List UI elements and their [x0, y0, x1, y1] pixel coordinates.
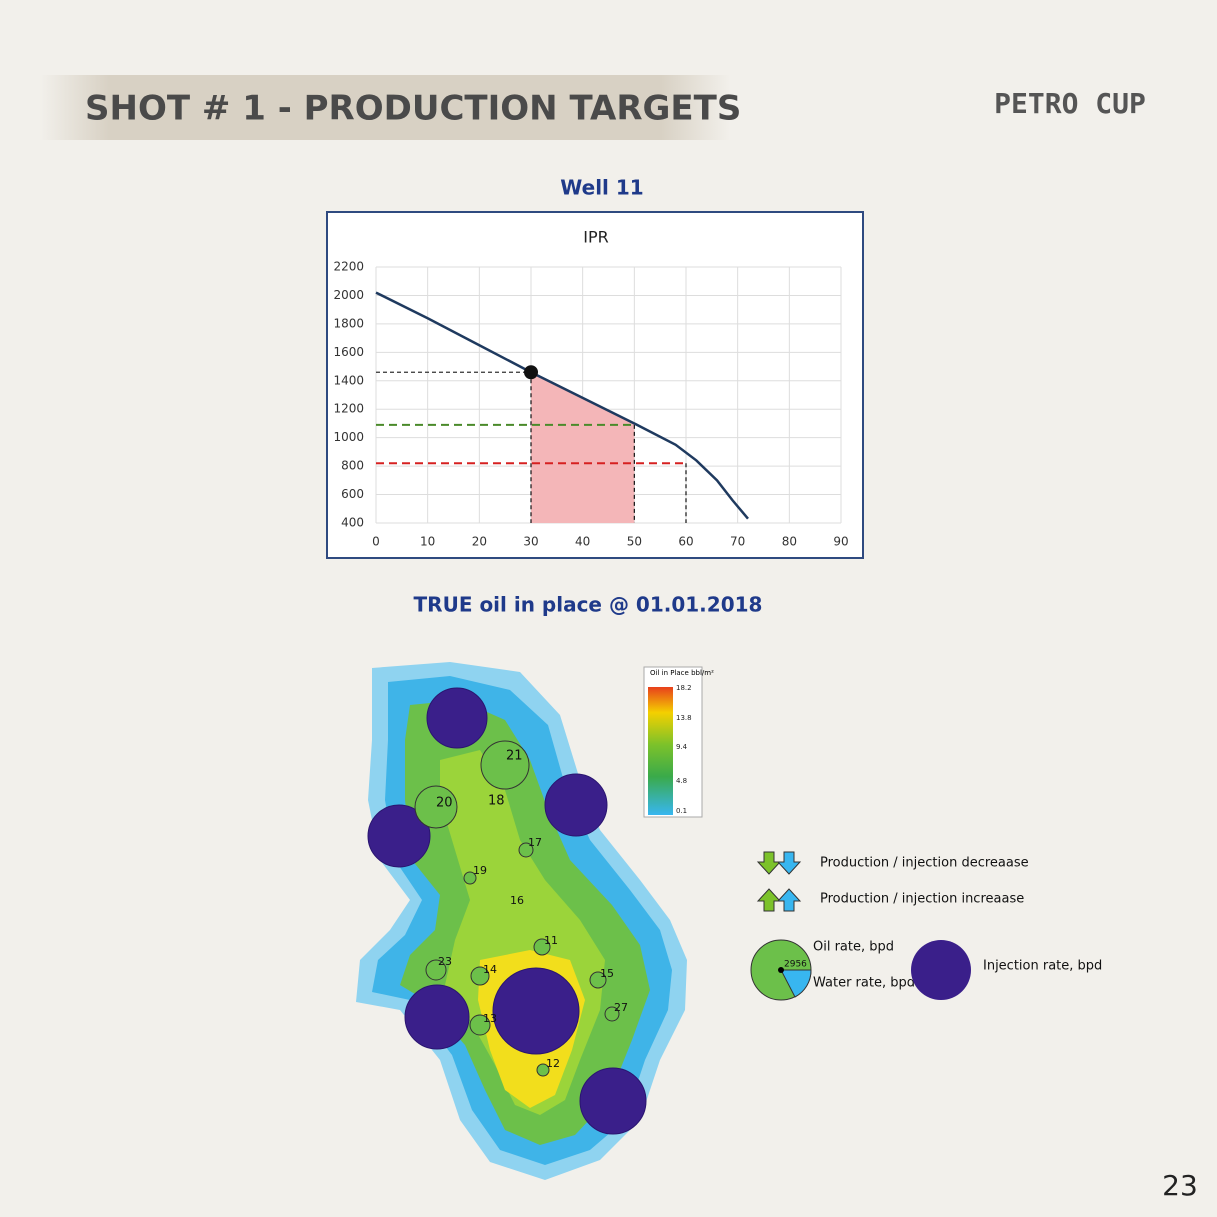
well-label: 15 [600, 967, 614, 980]
colorbar-label: 0.1 [676, 807, 687, 815]
x-tick-label: 50 [627, 535, 642, 549]
y-tick-label: 1600 [333, 345, 364, 359]
y-tick-label: 2200 [333, 260, 364, 274]
well-label: 23 [438, 955, 452, 968]
well-label: 19 [473, 864, 487, 877]
legend: Production / injection decreaase Product… [750, 851, 1102, 1001]
colorbar-label: 18.2 [676, 684, 692, 692]
well-label: 17 [528, 836, 542, 849]
logo: PETRO CUP [994, 87, 1146, 120]
x-tick-label: 70 [730, 535, 745, 549]
well-label: 13 [483, 1012, 497, 1025]
y-tick-label: 2000 [333, 288, 364, 302]
legend-label: Water rate, bpd [813, 976, 915, 991]
well-label: 27 [614, 1001, 628, 1014]
x-tick-label: 30 [523, 535, 538, 549]
legend-label: Oil rate, bpd [813, 940, 894, 955]
y-tick-label: 1200 [333, 402, 364, 416]
well-label: 11 [544, 934, 558, 947]
chart-heading: Well 11 [560, 176, 643, 200]
y-tick-label: 400 [341, 516, 364, 530]
x-tick-label: 20 [472, 535, 487, 549]
well-label: 14 [483, 963, 497, 976]
y-tick-label: 800 [341, 459, 364, 473]
x-tick-label: 90 [833, 535, 848, 549]
chart-title: IPR [583, 228, 608, 247]
legend-sample: 2956 [784, 960, 807, 970]
legend-label: Production / injection decreaase [820, 856, 1029, 871]
legend-label: Production / injection increaase [820, 892, 1024, 907]
well-label: 21 [506, 749, 523, 764]
x-tick-label: 40 [575, 535, 590, 549]
well-label: 20 [436, 796, 453, 811]
well-label: 12 [546, 1057, 560, 1070]
y-tick-label: 1400 [333, 373, 364, 387]
shaded-area [531, 372, 635, 523]
y-tick-label: 1000 [333, 430, 364, 444]
well-label: 18 [488, 794, 505, 809]
page-number: 23 [1162, 1169, 1198, 1202]
x-tick-label: 10 [420, 535, 435, 549]
colorbar [648, 687, 673, 815]
title-brush [40, 75, 730, 140]
colorbar-label: 4.8 [676, 777, 687, 785]
page-title: SHOT # 1 - PRODUCTION TARGETS [85, 89, 741, 129]
operating-point [524, 365, 538, 380]
oil-map: 21 20 18 17 19 16 11 23 14 15 13 27 12 [356, 662, 687, 1180]
colorbar-label: 9.4 [676, 743, 688, 751]
ipr-line [375, 291, 749, 520]
colorbar-title: Oil in Place bbl/m² [650, 669, 714, 677]
y-tick-label: 1800 [333, 316, 364, 330]
legend-label: Injection rate, bpd [983, 959, 1102, 974]
x-tick-label: 80 [782, 535, 797, 549]
y-tick-label: 600 [341, 487, 364, 501]
map-title: TRUE oil in place @ 01.01.2018 [414, 593, 763, 617]
x-tick-label: 0 [372, 535, 380, 549]
x-tick-label: 60 [678, 535, 693, 549]
colorbar-label: 13.8 [676, 714, 692, 722]
well-label: 16 [510, 894, 524, 907]
